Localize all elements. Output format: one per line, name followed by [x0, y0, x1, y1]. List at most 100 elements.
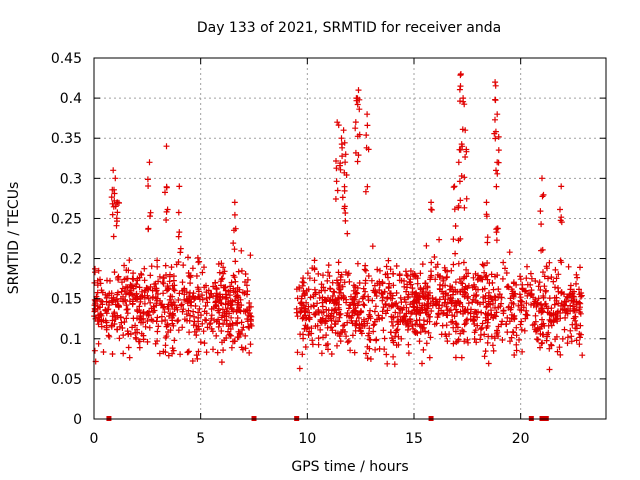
data-point: [299, 351, 306, 358]
data-point: [377, 267, 383, 274]
data-point: [299, 293, 305, 300]
data-point: [144, 318, 151, 324]
data-point: [538, 340, 545, 347]
data-point: [493, 167, 499, 174]
data-point: [563, 298, 570, 305]
data-point: [567, 308, 574, 315]
data-point: [189, 265, 196, 272]
data-point: [552, 284, 558, 291]
data-point: [141, 289, 148, 295]
data-point: [409, 322, 416, 328]
data-point: [204, 324, 211, 331]
data-point: [460, 98, 467, 105]
data-point: [201, 340, 208, 347]
y-tick-label: 0.15: [51, 292, 82, 308]
data-point: [170, 322, 177, 329]
data-point: [523, 300, 530, 307]
data-point: [433, 320, 440, 327]
data-point: [116, 199, 122, 206]
data-point: [150, 294, 157, 300]
data-point: [231, 246, 238, 253]
data-point: [480, 299, 487, 306]
data-point: [162, 334, 169, 341]
data-point: [450, 261, 457, 268]
data-point: [293, 286, 300, 293]
data-point: [126, 354, 133, 361]
data-point: [425, 311, 431, 318]
data-point: [109, 317, 116, 324]
data-point: [419, 290, 426, 297]
data-point: [179, 279, 186, 286]
data-point: [400, 315, 407, 322]
data-point: [576, 341, 583, 348]
data-point: [478, 324, 485, 331]
data-point: [447, 283, 454, 290]
data-point: [543, 337, 550, 344]
data-point: [123, 306, 130, 313]
data-point: [372, 288, 379, 295]
data-point: [465, 270, 472, 277]
data-point: [324, 341, 331, 347]
data-point: [394, 326, 401, 333]
data-point: [545, 275, 551, 282]
data-point: [455, 298, 462, 305]
data-point: [199, 292, 205, 299]
data-point: [414, 321, 421, 328]
data-point: [181, 291, 188, 298]
data-point: [195, 288, 202, 295]
data-point: [168, 264, 175, 271]
data-point: [540, 269, 546, 276]
data-point: [367, 307, 373, 314]
data-point: [546, 295, 553, 302]
data-point: [529, 322, 536, 329]
data-point: [334, 187, 341, 194]
data-point: [342, 159, 349, 166]
data-point: [376, 316, 383, 323]
data-point: [185, 254, 191, 261]
data-point: [196, 326, 202, 333]
data-point: [517, 298, 524, 305]
data-point: [144, 338, 151, 345]
data-point: [118, 319, 125, 326]
data-point: [102, 306, 109, 313]
data-point: [537, 344, 543, 351]
data-point: [574, 274, 581, 281]
data-point: [576, 330, 583, 337]
data-point: [129, 324, 136, 331]
x-tick-label: 15: [405, 431, 423, 447]
data-point: [564, 340, 571, 347]
data-point: [473, 339, 480, 346]
data-point: [480, 294, 487, 301]
data-point: [419, 261, 426, 268]
data-point: [118, 288, 125, 295]
data-point: [235, 294, 242, 301]
data-point: [444, 274, 451, 280]
data-point: [318, 319, 325, 326]
data-point: [388, 302, 395, 308]
data-point: [300, 314, 307, 321]
data-point: [372, 318, 378, 325]
data-point: [91, 347, 98, 354]
data-point: [338, 271, 345, 278]
data-point: [460, 259, 467, 266]
data-point: [403, 272, 410, 279]
data-point: [508, 315, 515, 322]
data-point: [419, 307, 426, 314]
data-point: [215, 323, 222, 330]
data-point: [495, 323, 502, 330]
data-point: [381, 346, 388, 353]
data-point: [388, 335, 395, 341]
data-point: [344, 230, 351, 237]
data-point: [240, 324, 247, 331]
data-point: [465, 309, 471, 316]
data-point: [498, 300, 505, 307]
data-point: [387, 266, 394, 273]
data-point: [349, 320, 356, 327]
data-point: [242, 332, 249, 339]
y-tick-label: 0.25: [51, 211, 82, 227]
data-point: [235, 301, 242, 308]
data-point: [111, 321, 118, 327]
data-point: [105, 332, 112, 339]
data-point: [294, 349, 301, 356]
data-point: [527, 270, 534, 277]
